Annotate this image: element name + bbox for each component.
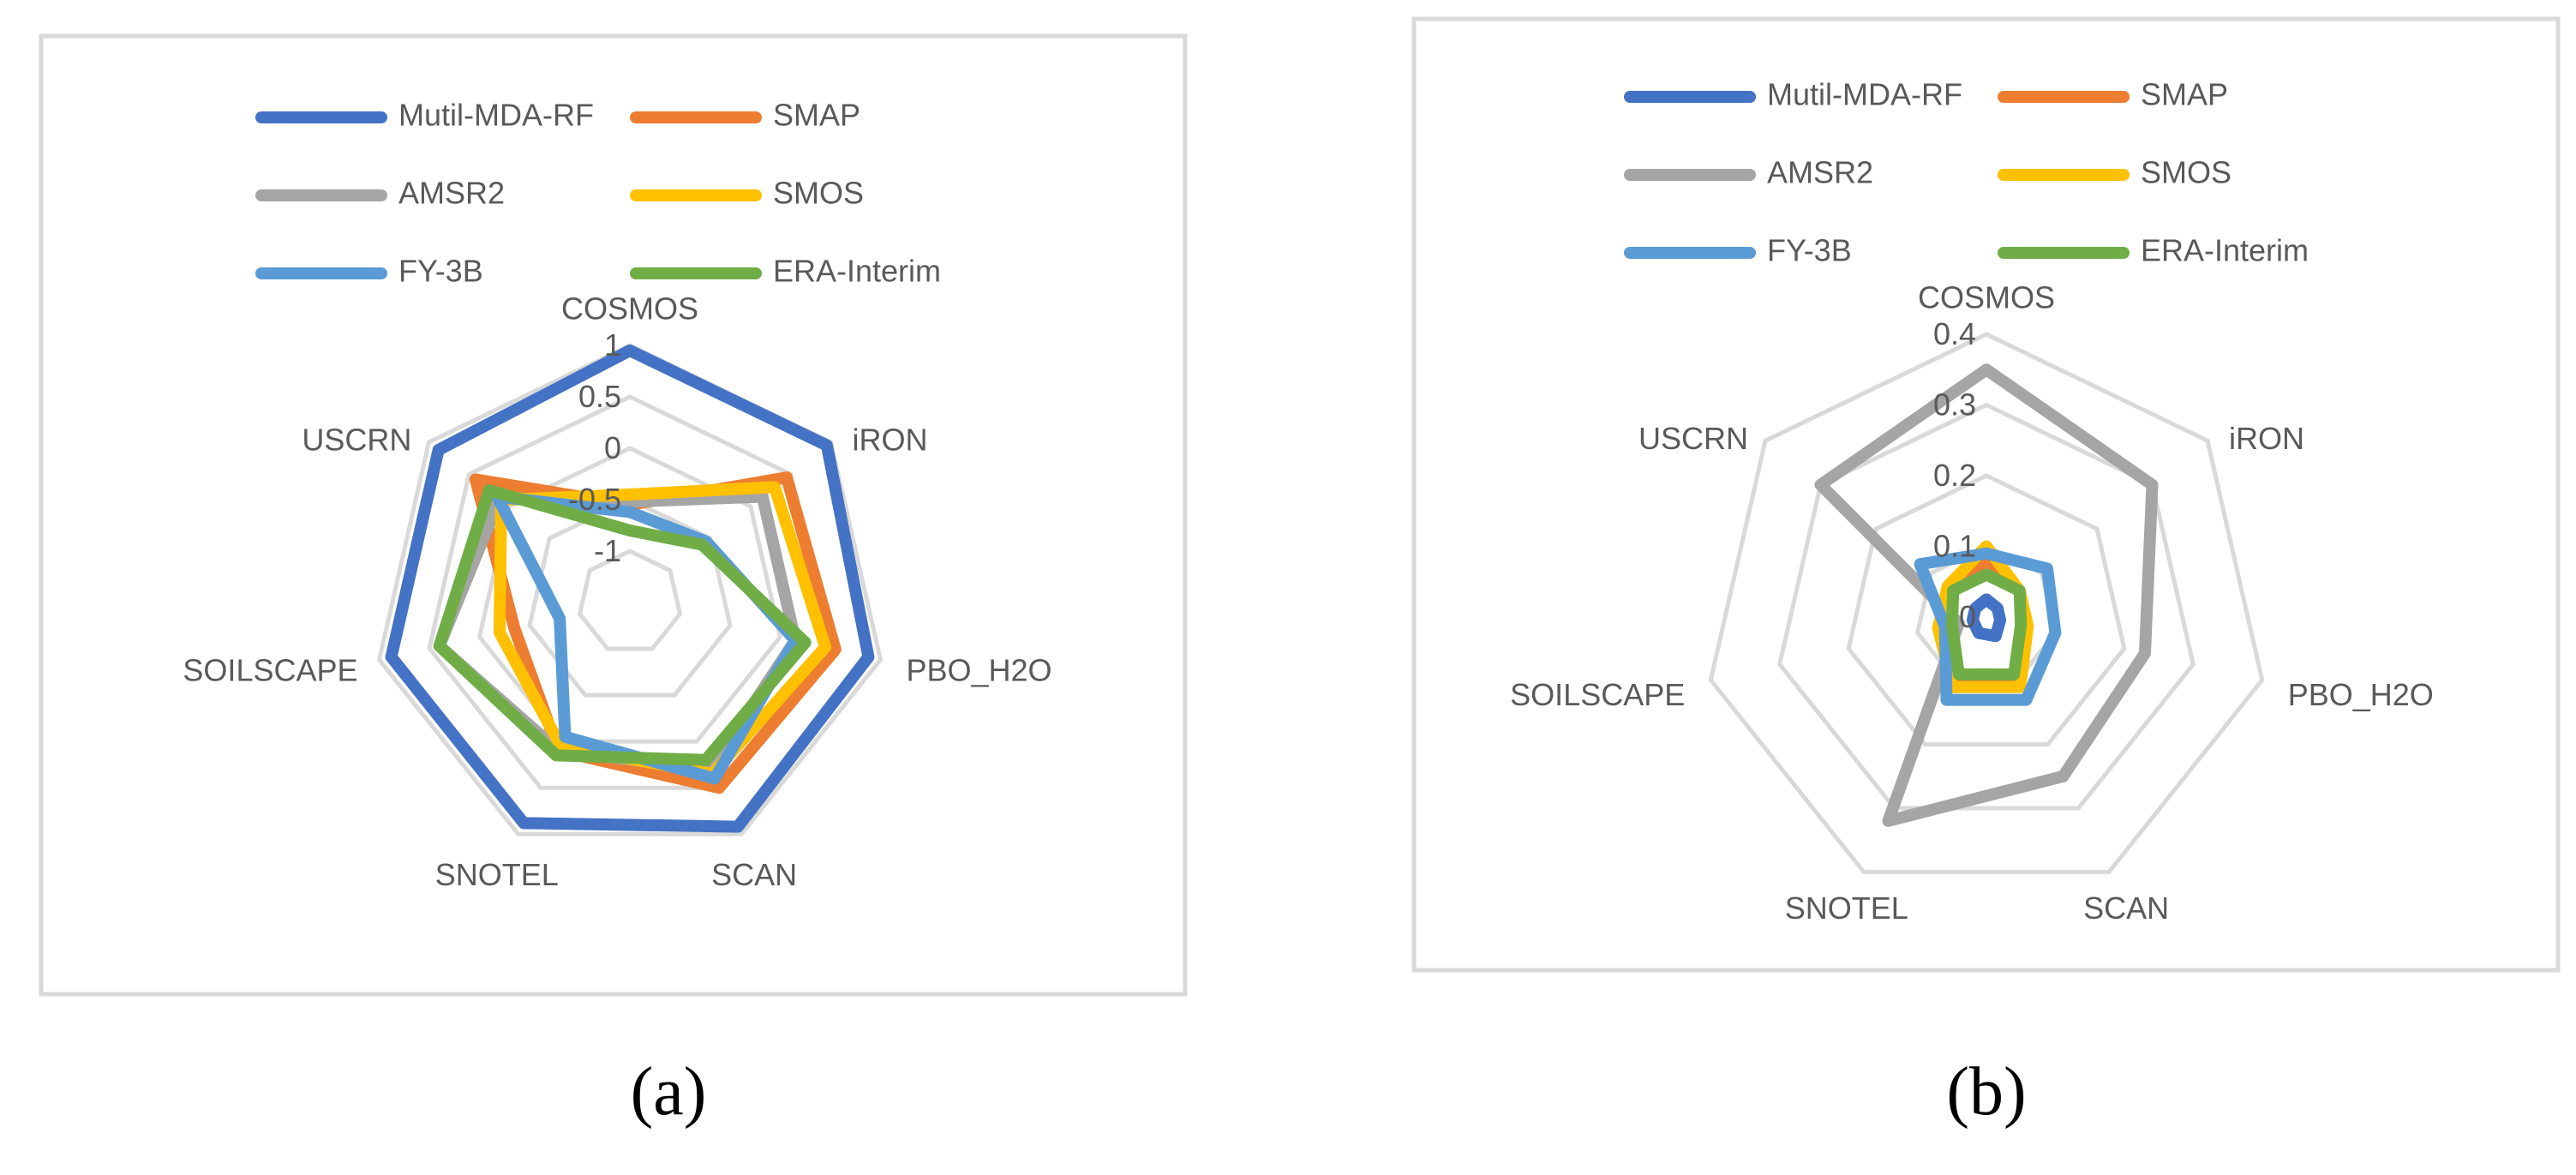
axis-label-cosmos: COSMOS — [561, 291, 698, 327]
panel-caption: (a) — [631, 1054, 707, 1130]
axis-label-uscrn: USCRN — [302, 422, 411, 457]
tick-label: -1 — [594, 533, 621, 568]
series-line-era-interim — [1945, 568, 2028, 680]
legend-label-smap: SMAP — [773, 98, 860, 133]
tick-label: 0.3 — [1933, 387, 1976, 423]
legend-label-smos: SMOS — [2141, 155, 2232, 190]
axis-label-soilscape: SOILSCAPE — [1510, 677, 1685, 712]
axis-label-iron: iRON — [2229, 421, 2304, 456]
axis-label-cosmos: COSMOS — [1918, 280, 2055, 315]
tick-label: 0.5 — [578, 379, 621, 414]
legend-label-fy-3b: FY-3B — [1767, 233, 1852, 268]
legend-label-amsr2: AMSR2 — [398, 176, 505, 211]
legend-label-era-interim: ERA-Interim — [773, 254, 941, 289]
grid-ring — [1777, 402, 2196, 811]
series-line-amsr2 — [1814, 363, 2159, 827]
legend-label-smos: SMOS — [773, 176, 864, 211]
chart-frame — [1411, 16, 2561, 973]
panel-caption: (b) — [1946, 1054, 2026, 1130]
axis-label-snotel: SNOTEL — [435, 857, 559, 892]
legend-label-mutil-mda-rf: Mutil-MDA-RF — [398, 98, 594, 133]
legend-label-mutil-mda-rf: Mutil-MDA-RF — [1767, 77, 1962, 112]
grid-ring — [1708, 332, 2265, 874]
legend: Mutil-MDA-RF SMAP AMSR2 SMOS FY-3B ERA-Interi… — [255, 98, 941, 289]
axis-label-scan: SCAN — [2083, 890, 2169, 926]
series-line-mutil-mda-rf — [385, 345, 875, 833]
grid-ring — [577, 549, 683, 651]
axis-label-uscrn: USCRN — [1638, 421, 1748, 456]
series-line-mutil-mda-rf — [1966, 593, 2007, 643]
tick-label: 0.2 — [1933, 458, 1976, 493]
tick-label: 0 — [604, 430, 621, 465]
series-line-era-interim — [433, 484, 812, 766]
axis-label-pbo-h2o: PBO_H2O — [906, 652, 1051, 687]
legend-label-amsr2: AMSR2 — [1767, 155, 1873, 190]
axis-label-snotel: SNOTEL — [1785, 890, 1908, 926]
tick-label: 1 — [604, 327, 621, 363]
tick-label: 0 — [1959, 599, 1976, 634]
tick-label: 0.4 — [1933, 316, 1976, 351]
grid-ring — [1846, 473, 2127, 747]
legend-label-smap: SMAP — [2141, 77, 2228, 112]
legend-label-fy-3b: FY-3B — [398, 254, 483, 289]
series-line-fy-3b — [1914, 547, 2062, 706]
axis-label-scan: SCAN — [711, 857, 797, 892]
axis-label-iron: iRON — [853, 422, 928, 457]
axis-label-soilscape: SOILSCAPE — [183, 652, 357, 687]
legend-label-era-interim: ERA-Interim — [2141, 233, 2309, 268]
legend: Mutil-MDA-RF SMAP AMSR2 SMOS FY-3B ERA-Interi… — [1624, 77, 2309, 268]
tick-label: 0.1 — [1933, 529, 1976, 564]
tick-label: -0.5 — [568, 482, 621, 517]
axis-label-pbo-h2o: PBO_H2O — [2288, 677, 2434, 712]
